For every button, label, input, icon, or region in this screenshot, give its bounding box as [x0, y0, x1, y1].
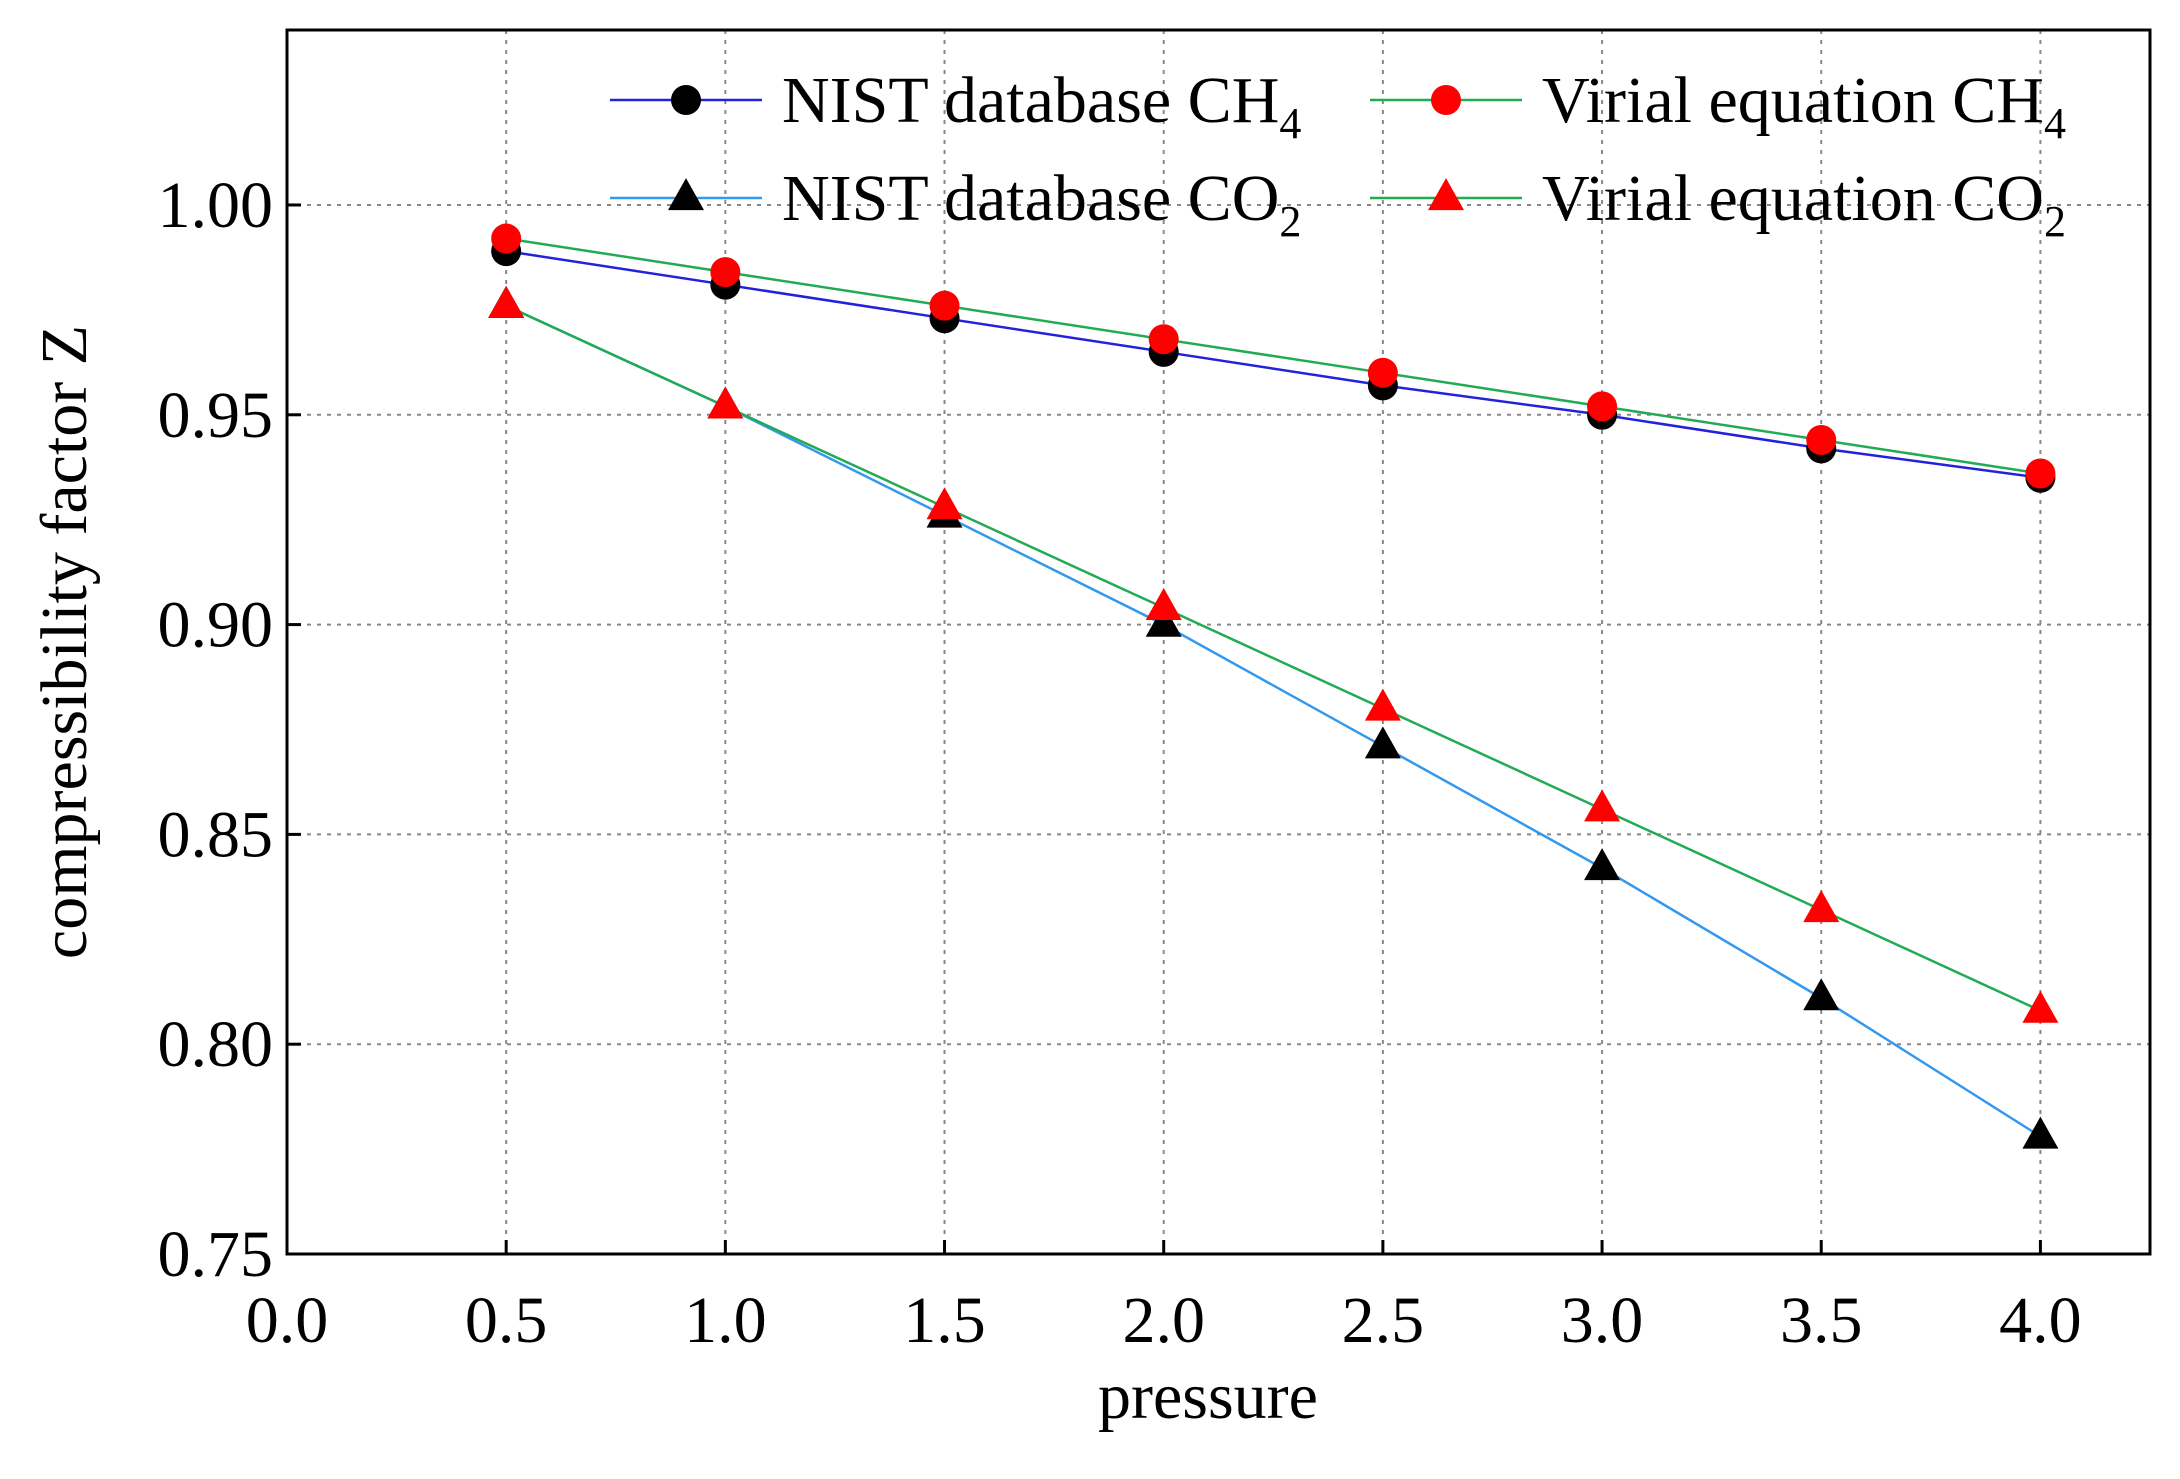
legend: NIST database CH4 Virial equation CH4 NIST… — [610, 64, 2066, 246]
x-tick-label: 2.0 — [1122, 1284, 1205, 1357]
data-point — [2022, 1116, 2059, 1149]
series-line — [506, 249, 2041, 479]
series-layer — [488, 223, 2059, 1149]
legend-entry: Virial equation CH4 — [1370, 64, 2066, 148]
data-point — [491, 223, 522, 254]
y-tick-label: 0.80 — [158, 1008, 274, 1081]
x-tick-label: 1.0 — [684, 1284, 767, 1357]
legend-marker — [668, 178, 704, 211]
legend-marker — [1431, 85, 1461, 115]
series-3 — [505, 304, 2041, 1012]
data-point — [710, 257, 741, 288]
y-tick-label: 0.75 — [158, 1218, 274, 1291]
data-point — [1806, 424, 1837, 455]
y-tick-label: 1.00 — [158, 169, 274, 242]
legend-subscript: 2 — [1279, 197, 1301, 246]
data-point — [1803, 890, 1840, 923]
series-line — [505, 304, 2041, 1012]
x-tick-label: 1.5 — [903, 1284, 986, 1357]
legend-label: NIST database CH4 — [782, 64, 1301, 148]
legend-entry: NIST database CO2 — [610, 162, 1301, 246]
x-tick-label: 2.5 — [1342, 1284, 1425, 1357]
data-point — [1803, 978, 1840, 1011]
legend-label: NIST database CO2 — [782, 162, 1301, 246]
series-line — [506, 237, 2041, 475]
x-tick-label: 0.0 — [246, 1284, 329, 1357]
data-point — [926, 487, 963, 520]
data-point — [1148, 324, 1179, 355]
data-point — [488, 285, 525, 318]
grid — [287, 30, 2150, 1254]
x-tick-label: 4.0 — [1999, 1284, 2082, 1357]
axis-ticks: 0.0 0.5 1.0 1.5 2.0 2.5 3.0 3.5 4.0 0.75 0.80 0.85 0… — [158, 169, 2082, 1357]
legend-marker — [1428, 178, 1464, 211]
legend-entry: NIST database CH4 — [610, 64, 1301, 148]
legend-subscript: 2 — [2044, 197, 2066, 246]
data-point — [1584, 848, 1621, 881]
data-point — [2025, 458, 2056, 489]
x-tick-label: 0.5 — [465, 1284, 548, 1357]
legend-label: Virial equation CO2 — [1542, 162, 2066, 246]
series-0 — [506, 249, 2041, 479]
data-point — [1367, 357, 1398, 388]
x-tick-label: 3.0 — [1561, 1284, 1644, 1357]
data-point — [2022, 990, 2059, 1023]
legend-subscript: 4 — [1279, 99, 1301, 148]
plot-frame — [285, 28, 2152, 1256]
data-point — [1145, 587, 1182, 620]
series-2 — [505, 304, 2042, 1138]
series-1 — [506, 237, 2041, 475]
data-point — [707, 386, 744, 419]
data-point — [1587, 391, 1618, 422]
y-tick-label: 0.95 — [158, 379, 274, 452]
data-point — [1364, 688, 1401, 721]
series-line — [505, 304, 2042, 1138]
data-point — [1364, 726, 1401, 759]
data-point — [1584, 789, 1621, 822]
data-point — [929, 290, 960, 321]
x-tick-label: 3.5 — [1780, 1284, 1863, 1357]
legend-label: Virial equation CH4 — [1542, 64, 2066, 148]
legend-entry: Virial equation CO2 — [1370, 162, 2066, 246]
series-markers-1 — [491, 223, 2056, 489]
y-axis-title: compressibility factor Z — [28, 325, 101, 959]
legend-marker — [671, 85, 701, 115]
y-tick-label: 0.85 — [158, 798, 274, 871]
legend-subscript: 4 — [2044, 99, 2066, 148]
series-markers-3 — [488, 285, 2059, 1023]
y-tick-label: 0.90 — [158, 589, 274, 662]
data-point — [1145, 604, 1182, 637]
x-axis-title: pressure — [1098, 1360, 1318, 1433]
